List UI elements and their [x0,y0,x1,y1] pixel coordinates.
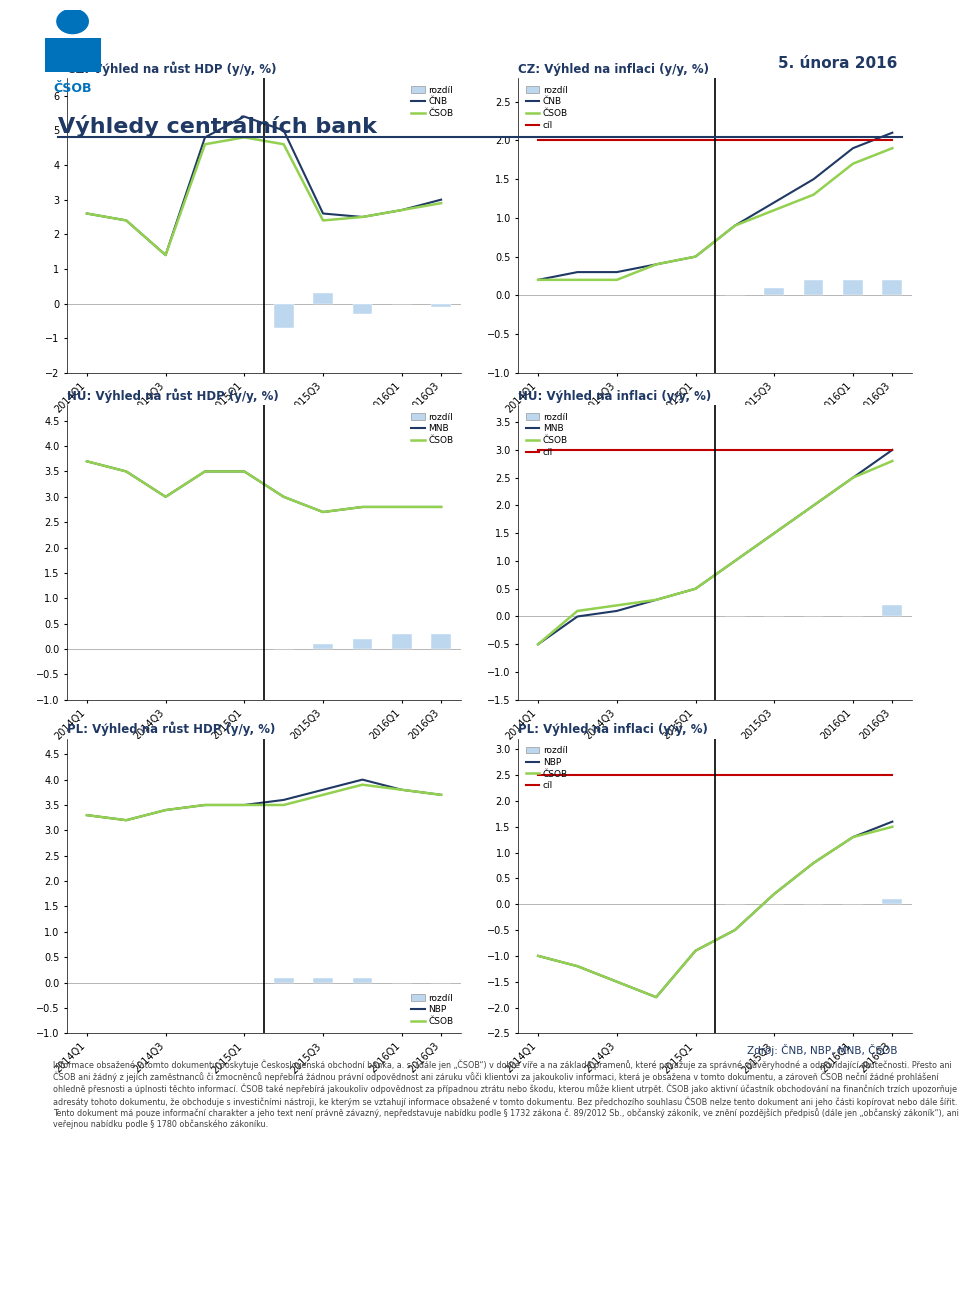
Bar [882,280,902,296]
Legend: rozdíl, NBP, ČSOB, cíl: rozdíl, NBP, ČSOB, cíl [523,743,570,793]
Bar [804,280,824,296]
Bar [882,899,902,904]
Text: CZ: Výhled na inflaci (y/y, %): CZ: Výhled na inflaci (y/y, %) [518,63,709,76]
Text: 5. února 2016: 5. února 2016 [779,56,898,71]
Bar [313,644,333,649]
Bar [352,977,372,982]
Text: 9: 9 [474,1253,486,1269]
Bar [392,634,412,649]
Text: Informace obsažené v tomto dokumentu poskytuje Československá obchodní banka, a.: Informace obsažené v tomto dokumentu pos… [53,1059,959,1129]
Bar [274,977,294,982]
Text: Československá obchodní banka, a. s.: Československá obchodní banka, a. s. [53,1254,319,1267]
Text: Finanční trhy: Finanční trhy [815,1254,907,1267]
Bar [274,303,294,328]
Text: Zdroj: ČNB, NBP, MNB, ČSOB: Zdroj: ČNB, NBP, MNB, ČSOB [747,1044,898,1056]
FancyBboxPatch shape [45,38,101,72]
Legend: rozdíl, ČNB, ČSOB: rozdíl, ČNB, ČSOB [409,82,456,120]
Bar [352,303,372,314]
Bar [352,638,372,649]
Legend: rozdíl, MNB, ČSOB: rozdíl, MNB, ČSOB [409,409,456,447]
Legend: rozdíl, NBP, ČSOB: rozdíl, NBP, ČSOB [409,991,456,1029]
Legend: rozdíl, MNB, ČSOB, cíl: rozdíl, MNB, ČSOB, cíl [523,409,570,459]
Bar [764,288,784,296]
Text: PL: Výhled na inflaci (y/y, %): PL: Výhled na inflaci (y/y, %) [518,723,708,736]
Text: HU: Výhled na růst HDP (y/y, %): HU: Výhled na růst HDP (y/y, %) [67,388,279,403]
Text: ČSOB: ČSOB [54,82,92,95]
Bar [313,293,333,303]
Text: CZ: Výhled na růst HDP (y/y, %): CZ: Výhled na růst HDP (y/y, %) [67,61,276,76]
Bar [313,977,333,982]
Text: HU: Výhled na inflaci (y/y, %): HU: Výhled na inflaci (y/y, %) [518,390,711,403]
Bar [882,606,902,616]
Bar [431,303,451,307]
Text: Výhledy centrálních bank: Výhledy centrálních bank [58,115,376,137]
Ellipse shape [56,8,89,34]
Bar [843,280,863,296]
Legend: rozdíl, ČNB, ČSOB, cíl: rozdíl, ČNB, ČSOB, cíl [523,82,570,132]
Text: PL: Výhled na růst HDP (y/y, %): PL: Výhled na růst HDP (y/y, %) [67,722,276,736]
Bar [431,634,451,649]
